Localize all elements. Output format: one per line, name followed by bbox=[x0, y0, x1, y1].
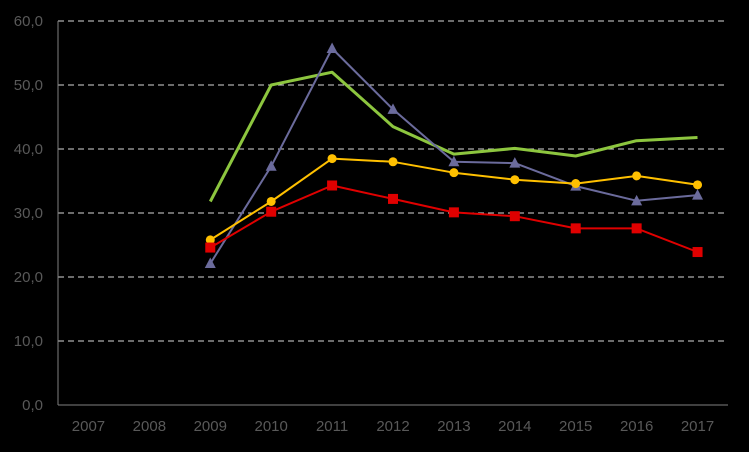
y-tick-label: 20,0 bbox=[14, 269, 43, 286]
series-2-point bbox=[571, 179, 581, 189]
x-tick-label: 2016 bbox=[620, 418, 653, 435]
series-2-point bbox=[510, 175, 520, 185]
series-1-point bbox=[692, 189, 704, 200]
series-2-point bbox=[632, 171, 642, 181]
x-tick-label: 2010 bbox=[254, 418, 287, 435]
x-axis-ticks: 2007 2008 2009 2010 2011 2012 2013 2014 2015 2016… bbox=[72, 418, 714, 435]
series-2-point bbox=[205, 235, 215, 245]
series-3-point bbox=[509, 211, 520, 222]
series-2-point bbox=[388, 157, 398, 167]
series-3-point bbox=[631, 223, 642, 234]
x-tick-label: 2009 bbox=[194, 418, 227, 435]
series-3-point bbox=[327, 180, 338, 191]
x-tick-label: 2017 bbox=[681, 418, 714, 435]
series-3-point bbox=[448, 207, 459, 218]
series-2-point bbox=[449, 168, 459, 178]
series-3-point bbox=[388, 193, 398, 204]
series-3-point bbox=[205, 242, 216, 253]
y-axis-ticks: 0,0 10,0 20,0 30,0 40,0 50,0 60,0 bbox=[14, 13, 43, 414]
y-tick-label: 40,0 bbox=[14, 141, 43, 158]
series-group bbox=[204, 42, 704, 269]
x-tick-label: 2014 bbox=[498, 418, 531, 435]
series-1-point bbox=[204, 257, 216, 269]
y-tick-label: 0,0 bbox=[22, 397, 43, 414]
series-0-line bbox=[208, 70, 698, 203]
y-tick-label: 30,0 bbox=[14, 205, 43, 222]
series-1-point bbox=[326, 42, 338, 54]
series-3-point bbox=[692, 247, 703, 258]
x-tick-label: 2013 bbox=[437, 418, 470, 435]
x-tick-label: 2012 bbox=[376, 418, 409, 435]
axes bbox=[57, 21, 728, 406]
gridlines bbox=[58, 20, 728, 342]
series-1-point bbox=[631, 194, 643, 206]
y-tick-label: 10,0 bbox=[14, 333, 43, 350]
series-1-point bbox=[265, 160, 277, 171]
series-2-point bbox=[327, 154, 337, 164]
series-1-point bbox=[509, 157, 521, 168]
x-tick-label: 2007 bbox=[72, 418, 105, 435]
x-tick-label: 2011 bbox=[316, 418, 348, 435]
series-3-point bbox=[570, 223, 581, 234]
series-1-point bbox=[387, 103, 399, 114]
series-3-point bbox=[266, 206, 277, 217]
x-tick-label: 2008 bbox=[133, 418, 166, 435]
series-1-point bbox=[448, 155, 460, 167]
y-tick-label: 50,0 bbox=[14, 77, 43, 94]
series-2-point bbox=[266, 196, 276, 206]
series-2-point bbox=[693, 180, 703, 190]
x-tick-label: 2015 bbox=[559, 418, 592, 435]
y-tick-label: 60,0 bbox=[14, 13, 43, 30]
